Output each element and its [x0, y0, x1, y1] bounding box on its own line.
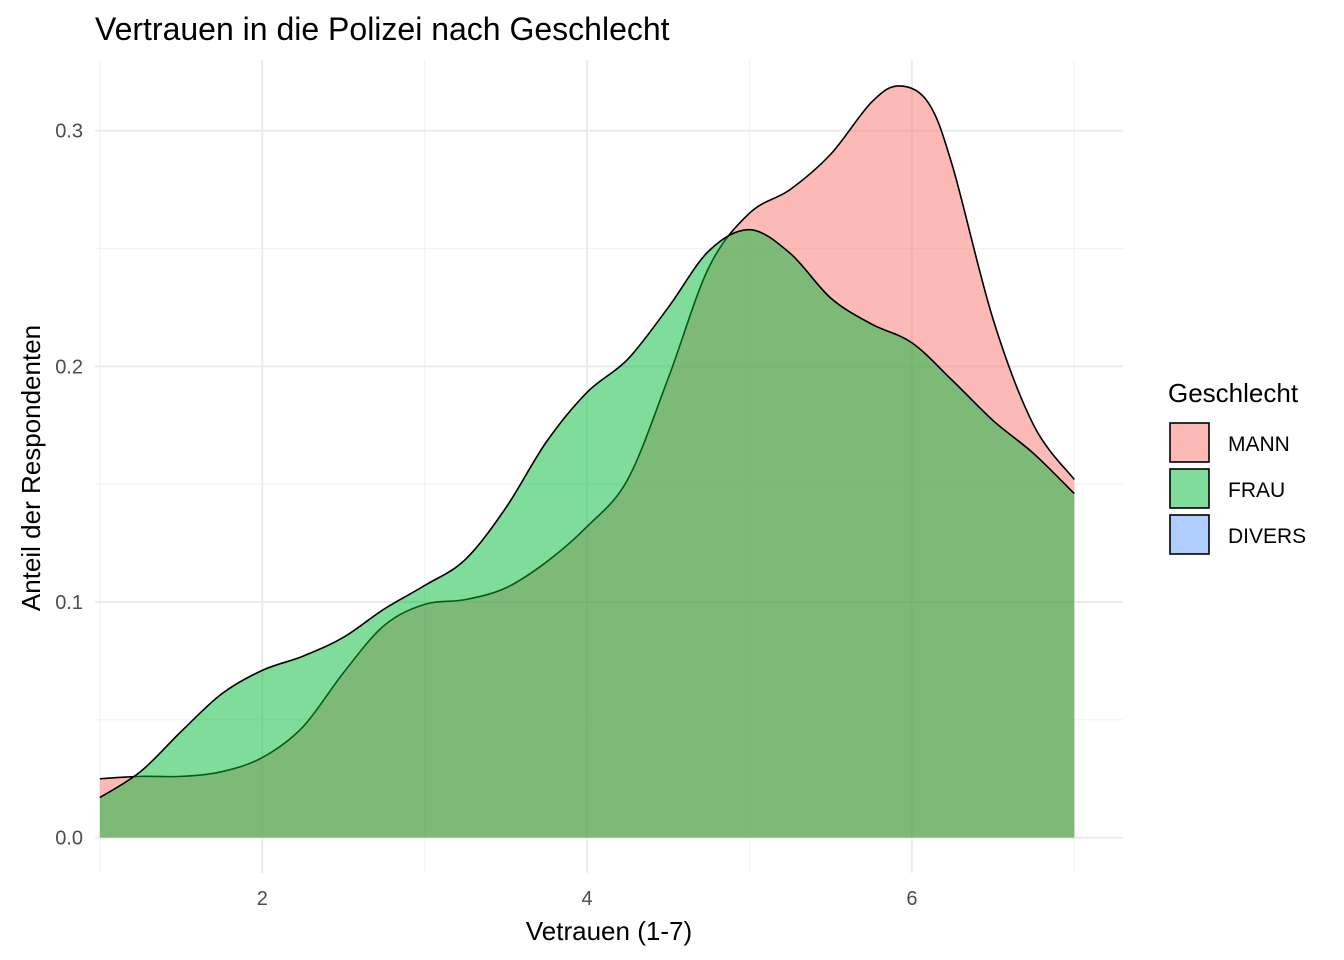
x-axis-title: Vetrauen (1-7): [526, 916, 692, 946]
y-axis-ticks: 0.0 0.1 0.2 0.3: [55, 121, 83, 850]
y-tick-label: 0.0: [55, 828, 83, 850]
y-axis-title: Anteil der Respondenten: [16, 325, 46, 611]
legend-key-frau: [1169, 468, 1210, 509]
legend-label-frau: FRAU: [1228, 479, 1285, 502]
density-areas: [99, 85, 1075, 838]
y-tick-label: 0.3: [55, 121, 83, 143]
y-tick-label: 0.1: [55, 592, 83, 614]
x-tick-label: 4: [582, 888, 593, 910]
legend-key-mann: [1169, 422, 1210, 463]
density-line-frau: [99, 228, 1075, 799]
density-area-frau: [99, 229, 1075, 838]
legend: Geschlecht MANN FRAU DIVERS: [1168, 378, 1306, 555]
x-tick-label: 6: [906, 888, 917, 910]
legend-label-divers: DIVERS: [1228, 525, 1306, 548]
x-tick-label: 2: [257, 888, 268, 910]
y-tick-label: 0.2: [55, 356, 83, 378]
chart-title: Vertrauen in die Polizei nach Geschlecht: [95, 11, 670, 47]
series-frau: [99, 228, 1075, 838]
x-axis-ticks: 2 4 6: [257, 888, 918, 910]
legend-label-mann: MANN: [1228, 433, 1290, 456]
legend-title: Geschlecht: [1168, 378, 1299, 408]
legend-key-divers: [1169, 514, 1210, 555]
